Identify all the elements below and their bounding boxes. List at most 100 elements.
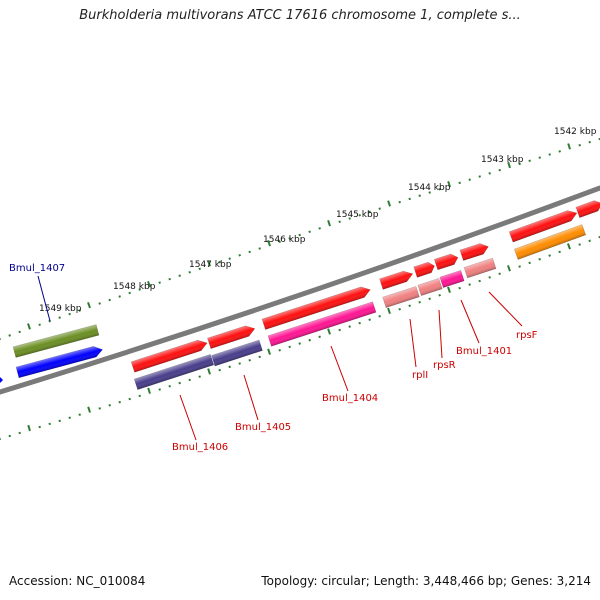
scale-tick-outer [488, 172, 491, 175]
scale-tick-inner [298, 342, 301, 345]
gene-arrow-right-2[interactable] [575, 198, 600, 218]
scale-tick-inner [198, 375, 201, 378]
scale-tick-outer [158, 281, 161, 284]
cog-box-rpli[interactable] [382, 285, 420, 309]
cog-box-rpsr[interactable] [417, 277, 443, 297]
scale-tick-outer [78, 309, 81, 312]
scale-tick-outer [368, 210, 371, 214]
scale-tick-inner [468, 283, 471, 286]
cog-box-bmul-1407[interactable] [12, 324, 100, 358]
scale-tick-inner [528, 261, 531, 265]
gene-arrow-bmul-1401[interactable] [433, 252, 459, 271]
cog-box-bmul-1401[interactable] [439, 269, 465, 289]
scale-tick-inner [318, 335, 321, 339]
scale-tick-inner [338, 328, 341, 332]
scale-tick-label: 1546 kbp [263, 235, 306, 245]
gene-label[interactable]: rpsF [516, 330, 538, 341]
gene-label[interactable]: Bmul_1406 [172, 442, 228, 453]
scale-tick-inner [27, 424, 31, 432]
scale-tick-inner [398, 308, 401, 311]
scale-tick-outer [348, 217, 351, 220]
scale-tick-inner [558, 250, 561, 254]
scale-tick-inner [387, 307, 391, 315]
scale-tick-outer [68, 312, 71, 316]
accession-label: Accession: NC_010084 [9, 574, 146, 588]
scale-tick-label: 1549 kbp [39, 304, 82, 314]
scale-tick-outer [188, 270, 191, 274]
scale-tick-outer [538, 156, 541, 159]
scale-tick-outer [248, 250, 251, 254]
scale-tick-inner [438, 293, 441, 297]
gene-leader-line [243, 374, 259, 421]
gene-arrow-bmul-1404[interactable] [261, 284, 372, 330]
scale-tick-outer [588, 140, 591, 144]
gene-label[interactable]: Bmul_1404 [322, 393, 378, 404]
gene-arrow-rpli[interactable] [379, 269, 415, 290]
scale-tick-inner [267, 348, 271, 355]
scale-tick-inner [378, 314, 381, 318]
gene-label[interactable]: Bmul_1407 [9, 263, 65, 274]
gene-label[interactable]: Bmul_1401 [456, 346, 512, 357]
scale-tick-inner [207, 368, 211, 375]
topology-label: Topology: circular; Length: 3,448,466 bp… [261, 574, 591, 588]
gene-arrow-bmul-1407[interactable] [15, 344, 104, 379]
scale-tick-inner [538, 257, 541, 261]
scale-tick-inner [458, 286, 461, 290]
scale-tick-label: 1542 kbp [554, 127, 597, 137]
scale-tick-outer [98, 302, 101, 305]
gene-leader-line [37, 275, 51, 322]
scale-tick-inner [228, 365, 231, 369]
gene-label[interactable]: rplI [412, 370, 428, 381]
cog-box-bmul-1404[interactable] [267, 301, 377, 347]
cog-box-bmul-1405[interactable] [211, 339, 263, 367]
scale-tick-inner [288, 345, 291, 349]
scale-tick-inner [566, 243, 571, 250]
scale-tick-inner [548, 254, 551, 257]
scale-tick-outer [418, 194, 421, 197]
scale-tick-inner [248, 358, 251, 362]
scale-tick-label: 1545 kbp [336, 210, 379, 220]
scale-tick-outer [238, 253, 241, 257]
scale-tick-inner [147, 387, 151, 394]
scale-tick-outer [378, 207, 381, 210]
gene-label[interactable]: rpsR [433, 360, 456, 371]
scale-tick-inner [447, 286, 451, 293]
scale-tick-label: 1548 kbp [113, 282, 156, 292]
scale-tick-inner [118, 400, 121, 404]
cog-box-right-1[interactable] [513, 224, 587, 260]
scale-tick-outer [198, 267, 201, 271]
scale-tick-outer [228, 257, 231, 260]
scale-tick-inner [18, 431, 21, 435]
gene-arrow-bmul-1405[interactable] [207, 323, 256, 350]
scale-tick-outer [518, 162, 521, 166]
scale-tick-inner [518, 265, 521, 268]
gene-label[interactable]: Bmul_1405 [235, 422, 291, 433]
gene-arrow-bmul-1406[interactable] [130, 338, 209, 373]
gene-leader-line [179, 394, 197, 441]
scale-tick-inner [158, 388, 161, 391]
scale-tick-outer [118, 295, 121, 298]
scale-tick-outer [168, 277, 171, 281]
scale-tick-outer [387, 200, 391, 207]
scale-tick-label: 1547 kbp [189, 260, 232, 270]
gene-arrow-rpsf[interactable] [459, 241, 490, 261]
gene-arrow-rpsr[interactable] [413, 261, 436, 278]
scale-tick-outer [408, 197, 411, 201]
scale-tick-outer [528, 159, 531, 162]
scale-tick-outer [548, 153, 551, 156]
gene-leader-line [438, 309, 443, 359]
scale-tick-outer [507, 161, 511, 169]
scale-tick-outer [398, 200, 401, 204]
cog-box-rpsf[interactable] [463, 257, 497, 279]
gene-arrow-right-1[interactable] [508, 208, 579, 243]
scale-tick-outer [318, 227, 321, 230]
cog-box-bmul-1406[interactable] [133, 354, 215, 390]
scale-tick-inner [348, 325, 351, 328]
scale-tick-outer [108, 298, 111, 302]
scale-tick-outer [578, 143, 581, 147]
scale-tick-outer [468, 178, 471, 181]
gene-leader-line [409, 318, 417, 368]
chromosome-backbone [0, 185, 600, 395]
scale-tick-inner [478, 279, 481, 283]
scale-tick-outer [498, 168, 501, 172]
